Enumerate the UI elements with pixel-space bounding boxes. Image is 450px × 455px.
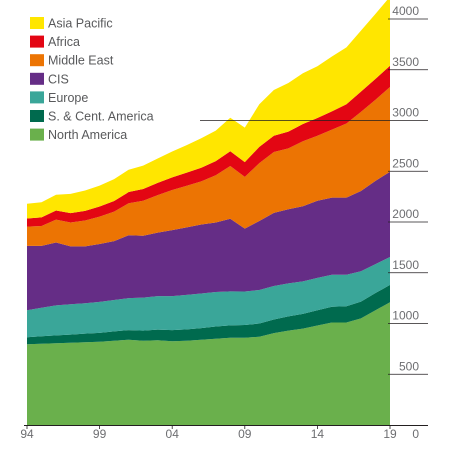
y-tick-label: 2500 — [392, 156, 419, 170]
legend-swatch-north-america — [30, 128, 44, 141]
y-tick-label: 500 — [399, 359, 419, 373]
y-axis-tick-labels: 0 500 1000 1500 2000 2500 3000 3500 4000 — [392, 4, 419, 441]
legend-label-africa: Africa — [48, 35, 80, 49]
legend-label-europe: Europe — [48, 91, 88, 105]
area-north-america — [27, 302, 390, 425]
area-series-group — [27, 0, 390, 425]
legend-label-middle-east: Middle East — [48, 54, 114, 68]
area-middle-east — [27, 87, 390, 247]
legend-swatch-cis — [30, 72, 44, 85]
chart-legend: Asia Pacific Africa Middle East CIS Europe S.… — [30, 17, 154, 142]
x-tick-label: 94 — [20, 427, 34, 441]
x-axis-tick-labels: 94 99 04 09 14 19 — [20, 427, 397, 441]
y-tick-label: 2000 — [392, 207, 419, 221]
y-tick-label: 3000 — [392, 106, 419, 120]
x-tick-label: 14 — [311, 427, 325, 441]
area-europe — [27, 257, 390, 338]
legend-swatch-europe — [30, 91, 44, 104]
y-tick-label: 1500 — [392, 258, 419, 272]
legend-swatch-s-cent-america — [30, 110, 44, 122]
legend-label-asia-pacific: Asia Pacific — [48, 17, 113, 31]
y-tick-label: 3500 — [392, 55, 419, 69]
axis-tick-marks — [24, 18, 428, 429]
legend-label-s-cent-america: S. & Cent. America — [48, 110, 154, 124]
area-s-cent-america — [27, 284, 390, 345]
x-tick-label: 09 — [238, 427, 252, 441]
legend-swatch-africa — [30, 35, 44, 48]
area-cis — [27, 171, 390, 311]
legend-label-north-america: North America — [48, 128, 127, 142]
area-asia-pacific — [27, 0, 390, 219]
x-tick-label: 99 — [93, 427, 107, 441]
legend-swatch-asia-pacific — [30, 17, 44, 29]
legend-swatch-middle-east — [30, 54, 44, 67]
legend-label-cis: CIS — [48, 72, 69, 86]
x-tick-label: 04 — [166, 427, 180, 441]
x-tick-label: 19 — [383, 427, 397, 441]
y-tick-label: 4000 — [392, 4, 419, 18]
y-tick-label: 0 — [412, 427, 419, 441]
y-tick-label: 1000 — [392, 309, 419, 323]
